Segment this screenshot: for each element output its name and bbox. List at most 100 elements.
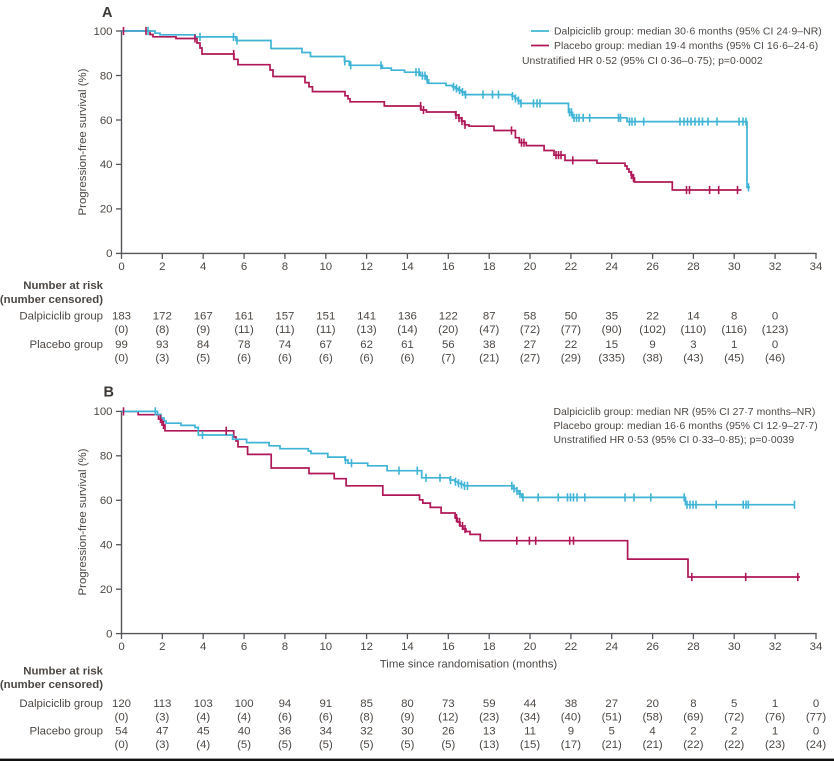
svg-text:1: 1 bbox=[731, 339, 737, 351]
svg-text:Dalpiciclib group: Dalpiciclib group bbox=[19, 310, 103, 322]
svg-text:157: 157 bbox=[275, 310, 294, 322]
svg-text:(6): (6) bbox=[237, 353, 251, 365]
svg-text:2: 2 bbox=[731, 725, 737, 737]
svg-text:1: 1 bbox=[772, 725, 778, 737]
svg-text:(9): (9) bbox=[400, 712, 414, 724]
svg-text:(46): (46) bbox=[765, 353, 785, 365]
svg-text:(6): (6) bbox=[400, 353, 414, 365]
svg-text:(3): (3) bbox=[155, 712, 169, 724]
svg-text:56: 56 bbox=[442, 339, 455, 351]
svg-text:(29): (29) bbox=[561, 353, 581, 365]
svg-text:2: 2 bbox=[690, 725, 696, 737]
svg-text:40: 40 bbox=[100, 159, 113, 171]
svg-text:0: 0 bbox=[118, 261, 124, 273]
svg-text:(27): (27) bbox=[520, 353, 540, 365]
svg-text:99: 99 bbox=[115, 339, 128, 351]
svg-text:151: 151 bbox=[316, 310, 335, 322]
svg-text:Dalpiciclib group: Dalpiciclib group bbox=[19, 698, 103, 710]
svg-text:20: 20 bbox=[100, 584, 113, 596]
svg-text:183: 183 bbox=[112, 310, 131, 322]
svg-text:24: 24 bbox=[605, 641, 618, 653]
svg-text:78: 78 bbox=[238, 339, 251, 351]
svg-text:Unstratified HR 0·53 (95% CI 0: Unstratified HR 0·53 (95% CI 0·33–0·85);… bbox=[554, 435, 795, 446]
svg-text:45: 45 bbox=[197, 725, 210, 737]
svg-text:(3): (3) bbox=[155, 739, 169, 751]
svg-text:32: 32 bbox=[769, 641, 782, 653]
svg-text:62: 62 bbox=[360, 339, 373, 351]
svg-text:(6): (6) bbox=[278, 353, 292, 365]
svg-text:80: 80 bbox=[401, 698, 414, 710]
svg-text:40: 40 bbox=[238, 725, 251, 737]
svg-text:(5): (5) bbox=[237, 739, 251, 751]
svg-text:(76): (76) bbox=[765, 712, 785, 724]
svg-text:0: 0 bbox=[813, 725, 819, 737]
svg-text:(0): (0) bbox=[115, 324, 129, 336]
svg-text:(21): (21) bbox=[602, 739, 622, 751]
svg-text:22: 22 bbox=[646, 310, 659, 322]
svg-text:14: 14 bbox=[401, 641, 414, 653]
svg-text:(6): (6) bbox=[360, 353, 374, 365]
svg-text:94: 94 bbox=[279, 698, 292, 710]
svg-text:(6): (6) bbox=[278, 712, 292, 724]
svg-text:22: 22 bbox=[565, 641, 578, 653]
svg-text:6: 6 bbox=[241, 261, 247, 273]
svg-text:Number at risk: Number at risk bbox=[23, 280, 103, 292]
svg-text:(21): (21) bbox=[642, 739, 662, 751]
svg-text:12: 12 bbox=[360, 641, 373, 653]
svg-text:113: 113 bbox=[153, 698, 171, 710]
svg-text:(0): (0) bbox=[115, 712, 129, 724]
svg-text:30: 30 bbox=[728, 261, 741, 273]
svg-text:15: 15 bbox=[605, 339, 618, 351]
svg-text:Dalpiciclib group: median 30·6: Dalpiciclib group: median 30·6 months (9… bbox=[554, 26, 822, 37]
svg-text:73: 73 bbox=[442, 698, 455, 710]
svg-text:34: 34 bbox=[319, 725, 332, 737]
svg-text:9: 9 bbox=[649, 339, 655, 351]
svg-text:38: 38 bbox=[565, 698, 578, 710]
svg-text:(335): (335) bbox=[598, 353, 625, 365]
svg-text:14: 14 bbox=[687, 310, 700, 322]
svg-text:(69): (69) bbox=[683, 712, 703, 724]
svg-text:(5): (5) bbox=[400, 739, 414, 751]
svg-text:3: 3 bbox=[690, 339, 696, 351]
svg-text:(34): (34) bbox=[520, 712, 540, 724]
svg-text:(0): (0) bbox=[115, 739, 129, 751]
svg-text:(22): (22) bbox=[724, 739, 744, 751]
svg-text:(40): (40) bbox=[561, 712, 581, 724]
svg-text:28: 28 bbox=[687, 261, 700, 273]
svg-text:32: 32 bbox=[769, 261, 782, 273]
svg-text:(17): (17) bbox=[561, 739, 581, 751]
svg-text:0: 0 bbox=[772, 339, 778, 351]
svg-text:(22): (22) bbox=[683, 739, 703, 751]
svg-text:74: 74 bbox=[279, 339, 292, 351]
svg-text:(14): (14) bbox=[397, 324, 417, 336]
svg-text:(9): (9) bbox=[196, 324, 210, 336]
svg-text:(3): (3) bbox=[155, 353, 169, 365]
svg-text:(77): (77) bbox=[806, 712, 826, 724]
svg-text:30: 30 bbox=[728, 641, 741, 653]
svg-text:(90): (90) bbox=[602, 324, 622, 336]
svg-text:91: 91 bbox=[319, 698, 332, 710]
svg-text:B: B bbox=[104, 385, 114, 401]
svg-text:(11): (11) bbox=[275, 324, 295, 336]
svg-text:Progression-free survival (%): Progression-free survival (%) bbox=[77, 68, 89, 215]
svg-text:(5): (5) bbox=[196, 353, 210, 365]
svg-text:44: 44 bbox=[524, 698, 537, 710]
svg-text:34: 34 bbox=[810, 261, 823, 273]
svg-text:6: 6 bbox=[241, 641, 247, 653]
svg-text:0: 0 bbox=[813, 698, 819, 710]
svg-text:27: 27 bbox=[524, 339, 537, 351]
svg-text:(8): (8) bbox=[360, 712, 374, 724]
svg-text:24: 24 bbox=[605, 261, 618, 273]
svg-text:54: 54 bbox=[115, 725, 128, 737]
svg-text:27: 27 bbox=[605, 698, 618, 710]
svg-text:80: 80 bbox=[100, 70, 113, 82]
svg-text:Dalpiciclib group: median NR (: Dalpiciclib group: median NR (95% CI 27·… bbox=[554, 407, 816, 418]
svg-text:60: 60 bbox=[100, 115, 113, 127]
svg-text:40: 40 bbox=[100, 540, 113, 552]
svg-text:(20): (20) bbox=[438, 324, 458, 336]
svg-text:(5): (5) bbox=[360, 739, 374, 751]
svg-text:4: 4 bbox=[200, 261, 206, 273]
svg-text:26: 26 bbox=[646, 261, 659, 273]
svg-text:1: 1 bbox=[772, 698, 778, 710]
svg-text:100: 100 bbox=[235, 698, 254, 710]
